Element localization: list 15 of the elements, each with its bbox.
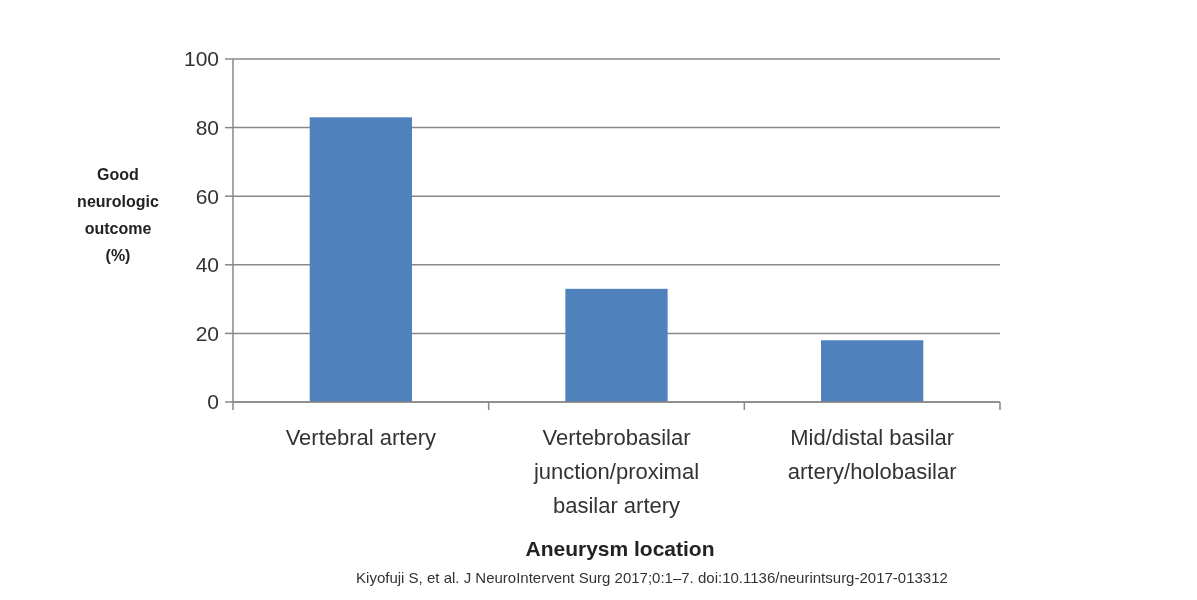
x-tick-label: Vertebral artery: [285, 425, 437, 450]
y-axis-title: Good neurologic outcome (%): [77, 166, 159, 264]
x-tick-label: Vertebrobasilar junction/proximal basilar artery: [532, 425, 700, 518]
text: Kiyofuji S, et al. J NeuroIntervent Surg 2017;0:1–7. doi:10.1136/neurintsurg-2017-013312: [356, 569, 948, 586]
y-tick-label: 80: [195, 115, 219, 139]
bar: [821, 340, 924, 402]
y-tick-label: 60: [195, 184, 219, 208]
bar: [309, 117, 412, 402]
y-tick-label: 0: [207, 390, 219, 414]
x-tick-label: Mid/distal basilar artery/holobasilar: [787, 425, 957, 484]
x-axis-title: Aneurysm location: [525, 537, 715, 560]
y-tick-label: 20: [195, 321, 219, 345]
y-tick-label: 100: [183, 47, 219, 71]
y-tick-label: 40: [195, 253, 219, 277]
bar: [565, 288, 668, 402]
